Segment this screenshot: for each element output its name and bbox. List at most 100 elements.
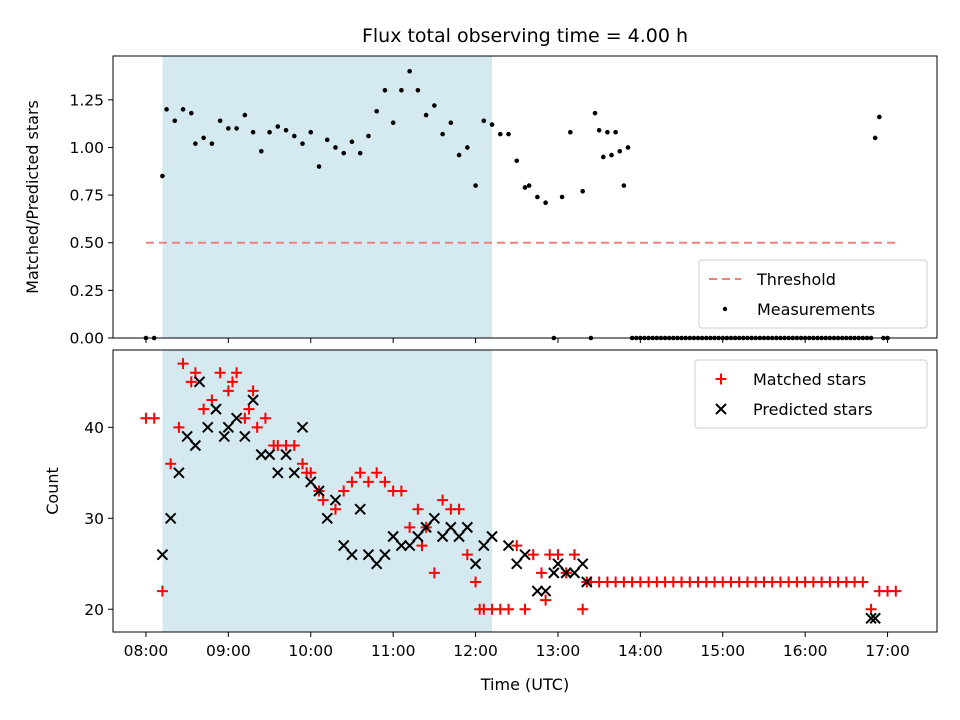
- matched-star-point: [338, 485, 350, 497]
- matched-star-point: [527, 549, 539, 561]
- measurement-point: [415, 87, 421, 93]
- predicted-star-point: [338, 539, 350, 552]
- ratio-y-tick-label: 0.00: [69, 330, 104, 348]
- predicted-star-point: [560, 567, 572, 579]
- chart-title: Flux total observing time = 4.00 h: [362, 25, 688, 47]
- matched-star-point: [222, 385, 234, 397]
- measurement-point: [514, 158, 520, 164]
- predicted-star-point: [531, 585, 544, 597]
- measurement-point: [456, 152, 462, 158]
- predicted-star-point: [519, 548, 531, 561]
- measurement-point: [497, 131, 503, 137]
- ratio-panel: 0.00 0.25 0.50 0.75 1.00 1.25 Flux total obse…: [23, 25, 938, 348]
- x-axis-label: Time (UTC): [480, 675, 569, 694]
- predicted-star-point: [263, 448, 276, 461]
- predicted-star-point: [865, 612, 877, 625]
- measurement-point: [333, 145, 338, 150]
- x-tick-label: 09:00: [206, 642, 251, 660]
- measurement-point: [234, 126, 239, 131]
- predicted-star-point: [202, 421, 214, 434]
- measurement-point: [440, 131, 445, 137]
- measurement-point: [300, 141, 305, 146]
- measurement-point: [543, 200, 548, 206]
- measurement-point: [275, 124, 281, 129]
- x-tick-label: 11:00: [371, 642, 416, 660]
- measurement-point: [535, 194, 540, 200]
- measurement-point: [172, 118, 178, 124]
- ratio-y-tick-label: 1.00: [69, 139, 104, 157]
- measurement-point: [559, 194, 565, 200]
- matched-star-point: [412, 503, 424, 515]
- measurement-point: [489, 122, 495, 127]
- measurement-point: [605, 129, 610, 135]
- ratio-y-tick-label: 0.75: [69, 187, 104, 205]
- ratio-legend-box: [698, 259, 928, 329]
- predicted-star-point: [478, 539, 490, 552]
- predicted-stars-points: [156, 376, 881, 625]
- matched-star-point: [453, 503, 465, 515]
- count-legend-box: [694, 359, 928, 429]
- measurement-point: [448, 120, 454, 125]
- matched-star-point: [226, 376, 238, 388]
- measurement-point: [613, 129, 618, 135]
- predicted-star-point: [453, 530, 465, 543]
- measurement-point: [522, 185, 528, 190]
- matched-star-point: [362, 476, 374, 488]
- matched-star-point: [540, 594, 552, 606]
- measurement-point: [625, 145, 631, 150]
- predicted-star-point: [230, 412, 243, 424]
- count-legend: Matched stars Predicted stars: [694, 359, 928, 429]
- legend-matched-label: Matched stars: [753, 370, 866, 389]
- legend-matched-swatch: [715, 373, 727, 385]
- predicted-star-point: [576, 558, 589, 570]
- measurement-point: [580, 188, 585, 194]
- count-y-axis-label: Count: [43, 467, 62, 515]
- predicted-star-point: [305, 476, 317, 488]
- matched-star-point: [519, 603, 531, 615]
- measurement-point: [366, 133, 371, 139]
- measurement-point: [180, 107, 186, 112]
- legend-measurements-swatch: [722, 306, 728, 312]
- matched-star-point: [437, 494, 449, 506]
- x-tick-label: 08:00: [124, 642, 169, 660]
- measurement-point: [188, 110, 194, 116]
- predicted-star-point: [486, 530, 498, 543]
- measurement-point: [382, 87, 388, 93]
- predicted-star-point: [210, 403, 222, 415]
- legend-plus-marker: [715, 373, 727, 385]
- predicted-star-point: [445, 521, 457, 534]
- measurement-point: [592, 110, 598, 116]
- predicted-star-point: [581, 576, 593, 588]
- predicted-star-point: [428, 512, 441, 524]
- predicted-star-point: [552, 558, 564, 570]
- legend-threshold-label: Threshold: [756, 270, 836, 289]
- measurement-point: [341, 150, 347, 156]
- x-tick-label: 15:00: [700, 642, 745, 660]
- measurement-point: [473, 183, 478, 188]
- legend-measurements-label: Measurements: [757, 300, 875, 319]
- measurement-point: [621, 183, 627, 188]
- predicted-star-point: [379, 548, 391, 561]
- ratio-panel-frame: [112, 55, 938, 339]
- matched-star-point: [185, 376, 197, 388]
- predicted-star-point: [412, 530, 424, 543]
- matched-star-point: [857, 576, 869, 588]
- predicted-star-point: [280, 448, 292, 461]
- predicted-star-point: [218, 430, 230, 443]
- predicted-star-point: [511, 558, 523, 570]
- count-y-tick-label: 40: [84, 419, 104, 437]
- legend-predicted-swatch: [715, 403, 727, 415]
- matched-star-point: [214, 367, 226, 379]
- count-y-ticks: 20 30 40: [84, 419, 113, 619]
- predicted-star-point: [469, 558, 482, 570]
- measurement-point: [374, 108, 379, 114]
- predicted-star-point: [239, 430, 251, 443]
- measurement-point: [399, 87, 404, 93]
- measurement-point: [291, 133, 297, 139]
- legend-x-marker: [715, 403, 727, 415]
- matched-star-point: [395, 485, 407, 497]
- count-y-tick-label: 30: [84, 510, 104, 528]
- count-x-ticks: 08:00 09:00 10:00 11:00 12:00 13:00 14:00 15:00…: [124, 632, 910, 660]
- measurement-point: [481, 118, 487, 124]
- measurement-point: [596, 128, 602, 133]
